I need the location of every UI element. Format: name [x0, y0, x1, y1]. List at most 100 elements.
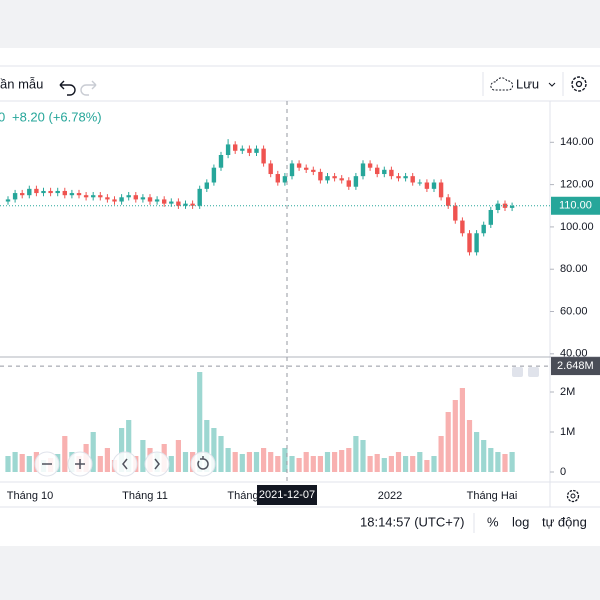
reset-icon: [197, 456, 209, 470]
candle-body: [311, 169, 316, 172]
volume-bar: [360, 440, 366, 472]
candle-body: [211, 167, 217, 183]
scroll-right-button[interactable]: [144, 451, 170, 477]
volume-bar: [296, 458, 302, 472]
candle-body: [240, 148, 245, 151]
candle-body: [91, 195, 96, 198]
gear-outer: [571, 76, 587, 92]
auto-toggle[interactable]: tự động: [542, 514, 587, 529]
marks: 40.00 60.00 80.00 100.00 120.00 140.00 0 1M 2M 11…: [0, 101, 600, 505]
scroll-left-button[interactable]: [112, 451, 138, 477]
volume-bar: [346, 448, 352, 472]
candle-body: [296, 163, 302, 168]
candle-body: [169, 201, 174, 204]
chevron-icon[interactable]: [548, 82, 556, 87]
crosshair-date-label: 2021-12-07: [259, 489, 315, 501]
candle-body: [20, 193, 25, 196]
volume-bar: [197, 372, 203, 472]
candle-body: [431, 182, 437, 189]
candle-body: [438, 182, 444, 198]
pane-button[interactable]: [512, 367, 523, 377]
cloud-icon[interactable]: [490, 77, 514, 91]
candle-body: [41, 190, 46, 194]
legend-change: +8.20 (+6.78%): [12, 109, 102, 124]
gear-inner: [570, 493, 576, 499]
percent-toggle[interactable]: %: [487, 514, 499, 529]
time-label: Tháng: [227, 490, 258, 502]
candle-body: [83, 195, 89, 198]
volume-bar: [488, 448, 494, 472]
candle-body: [332, 176, 337, 179]
candle-body: [62, 190, 67, 196]
log-toggle[interactable]: log: [512, 514, 529, 529]
candle-body: [34, 188, 39, 194]
candle-body: [304, 167, 309, 170]
candle-body: [268, 163, 273, 175]
save-button[interactable]: Lưu: [516, 76, 539, 91]
undo-icon[interactable]: [59, 80, 76, 96]
candle-body: [119, 197, 124, 202]
bottom-band: [0, 546, 600, 600]
volume-tick-label: 1M: [560, 426, 575, 438]
candle-body: [325, 176, 330, 181]
volume-bar: [175, 440, 181, 472]
legend-price: 0: [0, 109, 5, 124]
volume-bar: [104, 448, 110, 472]
top-band: [0, 0, 600, 48]
volume-bar: [12, 452, 18, 472]
candle-body: [147, 197, 153, 202]
volume-bar: [204, 420, 210, 472]
clock: 18:14:57 (UTC+7): [360, 514, 464, 529]
candle-body: [225, 144, 231, 155]
template-button[interactable]: ần mẫu: [0, 76, 43, 91]
volume-bar: [381, 458, 387, 472]
settings-icon[interactable]: [571, 76, 587, 92]
candle-body: [140, 197, 146, 200]
candle-body: [509, 205, 515, 208]
volume-bar: [310, 456, 316, 472]
candle-body: [346, 180, 351, 187]
volume-bar: [275, 456, 281, 472]
volume-bar: [317, 456, 323, 472]
candle-body: [48, 190, 53, 194]
redo-icon: [80, 80, 97, 96]
candle-body: [367, 163, 373, 168]
right-icon: [154, 458, 160, 470]
volume-bar: [5, 456, 11, 472]
volume-bar: [332, 452, 338, 472]
volume-bar: [97, 456, 103, 472]
volume-tick-label: 0: [560, 466, 566, 478]
volume-bar: [445, 412, 451, 472]
volume-bar: [218, 436, 224, 472]
y-tick-label: 100.00: [560, 221, 594, 233]
candle-body: [233, 144, 238, 151]
volume-bar: [232, 452, 238, 472]
pane-button[interactable]: [528, 367, 539, 377]
volume-bar: [90, 432, 96, 472]
candle-body: [474, 233, 479, 253]
volume-bar: [282, 448, 288, 472]
volume-bar: [303, 452, 309, 472]
y-tick-label: 120.00: [560, 179, 594, 191]
volume-bar: [374, 454, 380, 472]
volume-bar: [474, 432, 480, 472]
volume-bar: [417, 452, 423, 472]
y-tick-label: 40.00: [560, 348, 588, 360]
candle-body: [417, 182, 422, 184]
volume-bar: [481, 440, 487, 472]
volume-bar: [26, 456, 32, 472]
candle-body: [488, 209, 493, 225]
candle-body: [353, 176, 359, 187]
crosshair-volume-box: [551, 357, 600, 376]
y-tick-label: 80.00: [560, 263, 588, 275]
y-tick-label: 60.00: [560, 305, 588, 317]
time-settings-icon[interactable]: [566, 489, 580, 503]
volume-bar: [452, 400, 458, 472]
reset-button[interactable]: [190, 451, 216, 477]
candle-body: [275, 174, 280, 183]
candle-body: [112, 199, 117, 202]
candle-body: [282, 176, 288, 183]
volume-bar: [431, 456, 437, 472]
nav-buttons: [34, 451, 216, 477]
